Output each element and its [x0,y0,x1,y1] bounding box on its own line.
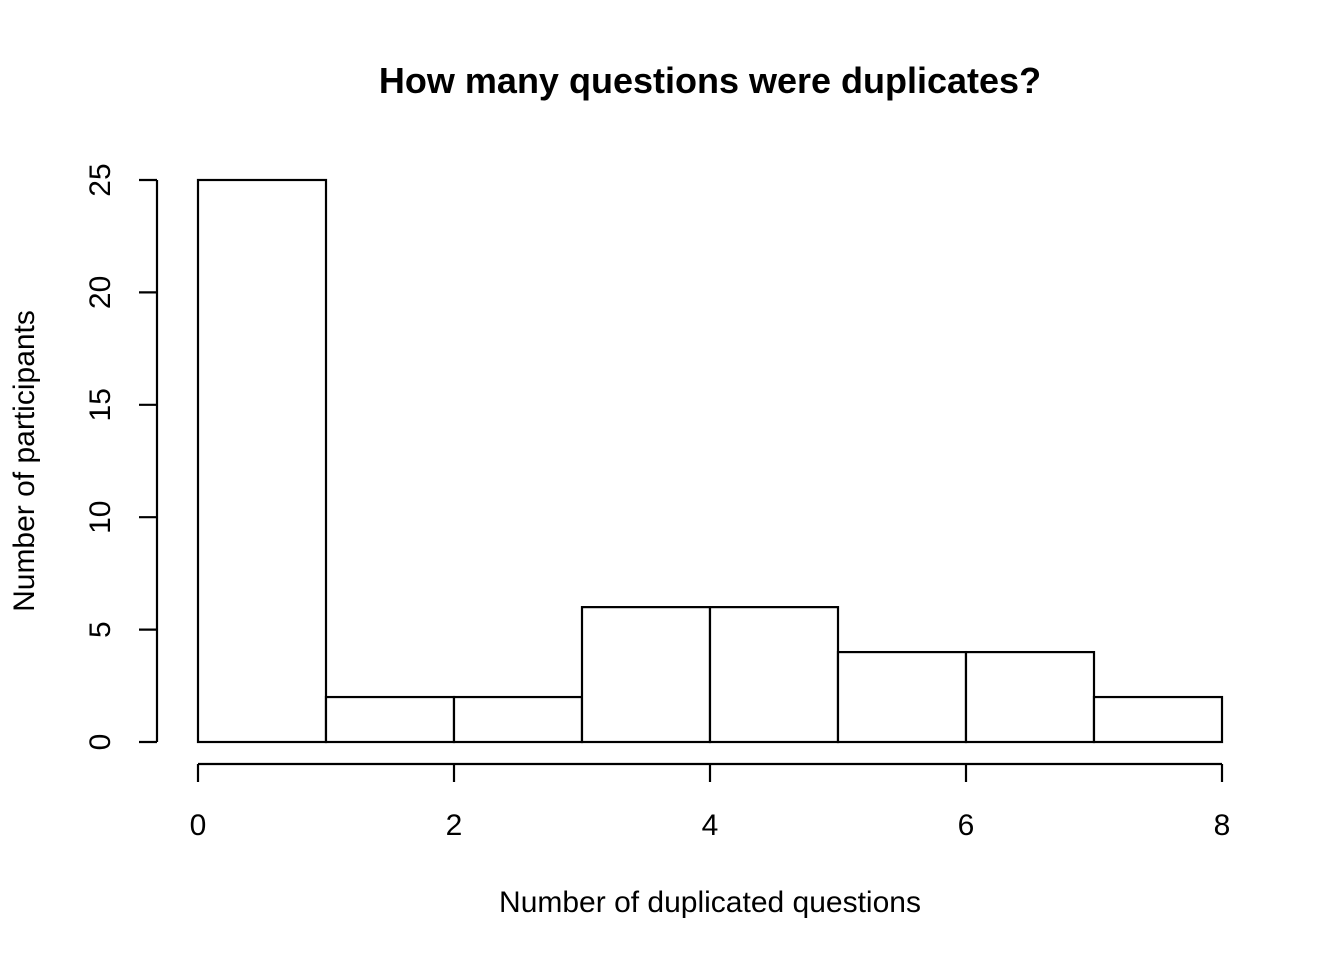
x-tick-label: 6 [958,809,975,842]
histogram-bar-3 [580,606,712,744]
x-axis-label: Number of duplicated questions [499,886,921,919]
histogram-bar-2 [452,695,584,744]
histogram-bar-1 [324,695,456,744]
x-axis: 0 2 4 6 8 [190,762,1231,842]
chart-title: How many questions were duplicates? [379,60,1041,101]
histogram-bar-5 [836,650,968,744]
y-tick-label: 20 [84,276,117,309]
y-tick-label: 25 [84,163,117,196]
x-tick-label: 8 [1214,809,1231,842]
histogram-bar-7 [1092,695,1224,744]
y-axis-label: Number of participants [8,310,41,612]
y-tick-label: 15 [84,388,117,421]
y-tick-label: 0 [84,734,117,751]
y-tick-label: 5 [84,621,117,638]
x-tick-label: 4 [702,809,719,842]
y-tick-label: 10 [84,501,117,534]
histogram-bar-0 [196,178,328,744]
histogram-bar-4 [708,606,840,744]
x-tick-label: 0 [190,809,207,842]
bars-group [196,178,1224,744]
histogram-bar-6 [964,650,1096,744]
x-tick-label: 2 [446,809,463,842]
y-axis: 0 5 10 15 20 25 [84,163,159,751]
